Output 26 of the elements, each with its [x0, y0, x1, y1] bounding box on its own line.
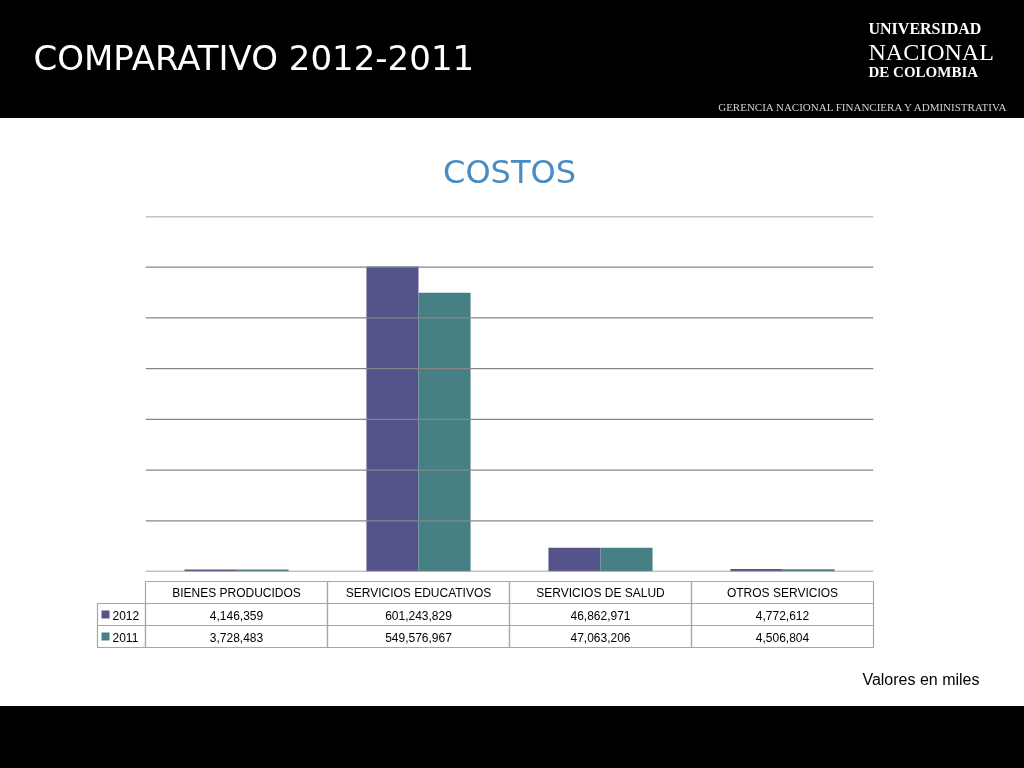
legend-label: 2011	[112, 631, 139, 645]
x-tick-label: OTROS SERVICIOS	[726, 586, 839, 600]
data-label: 549,576,967	[385, 631, 453, 645]
text: GERENCIA NACIONAL FINANCIERA Y ADMINISTRATIVA	[718, 100, 1007, 113]
x-tick-label: SERVICIOS DE SALUD	[536, 586, 666, 600]
data-label: 47,063,206	[570, 631, 631, 645]
bar	[600, 547, 653, 572]
chart-subtitle: COSTOS	[443, 152, 576, 191]
legend-label: 2012	[112, 609, 140, 623]
data-label: 46,862,971	[570, 609, 631, 623]
text: Valores en miles	[862, 671, 980, 688]
data-label: 4,772,612	[755, 609, 810, 623]
text: UNIVERSIDAD	[868, 20, 982, 37]
text: NACIONAL	[868, 38, 994, 65]
data-label: 4,146,359	[209, 609, 264, 623]
x-tick-label: BIENES PRODUCIDOS	[172, 586, 301, 600]
data-label: 4,506,804	[755, 631, 810, 645]
bar	[548, 547, 601, 572]
bar	[366, 266, 419, 572]
bar	[418, 292, 471, 572]
x-tick-label: SERVICIOS EDUCATIVOS	[345, 586, 492, 600]
bar	[184, 569, 237, 572]
text: DE COLOMBIA	[868, 63, 979, 80]
chart-title: COMPARATIVO 2012-2011	[33, 37, 475, 78]
data-label: 3,728,483	[209, 631, 264, 645]
data-label: 601,243,829	[385, 609, 453, 623]
